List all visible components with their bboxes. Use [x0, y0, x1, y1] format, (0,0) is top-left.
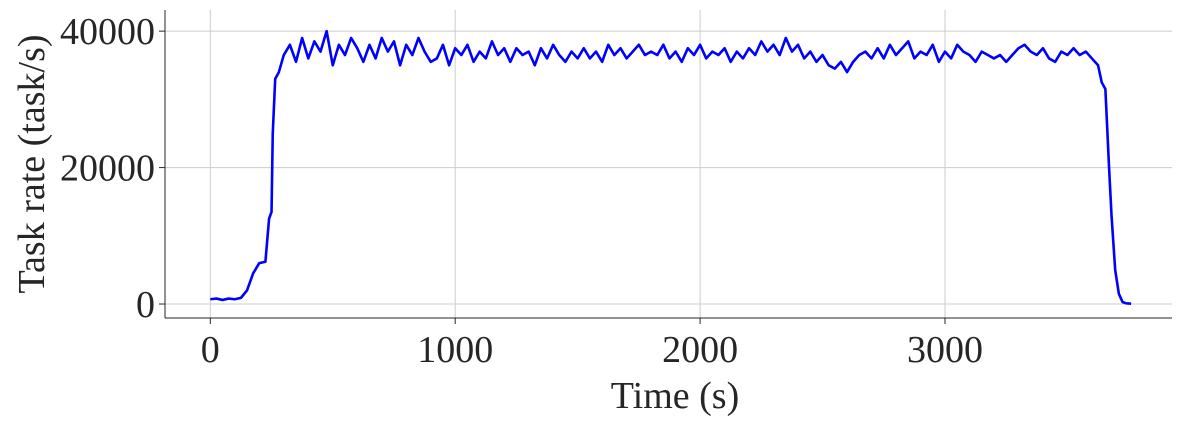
- x-tick-label: 1000: [417, 329, 493, 371]
- data-line: [210, 29, 1132, 305]
- x-tick-label: 0: [201, 329, 220, 371]
- y-tick-label: 40000: [60, 11, 155, 53]
- y-tick-label: 0: [136, 284, 155, 326]
- y-axis-label: Task rate (task/s): [11, 34, 53, 293]
- x-tick-label: 3000: [907, 329, 983, 371]
- x-tick-label: 2000: [662, 329, 738, 371]
- y-tick-label: 20000: [60, 148, 155, 190]
- x-axis-label: Time (s): [611, 375, 739, 417]
